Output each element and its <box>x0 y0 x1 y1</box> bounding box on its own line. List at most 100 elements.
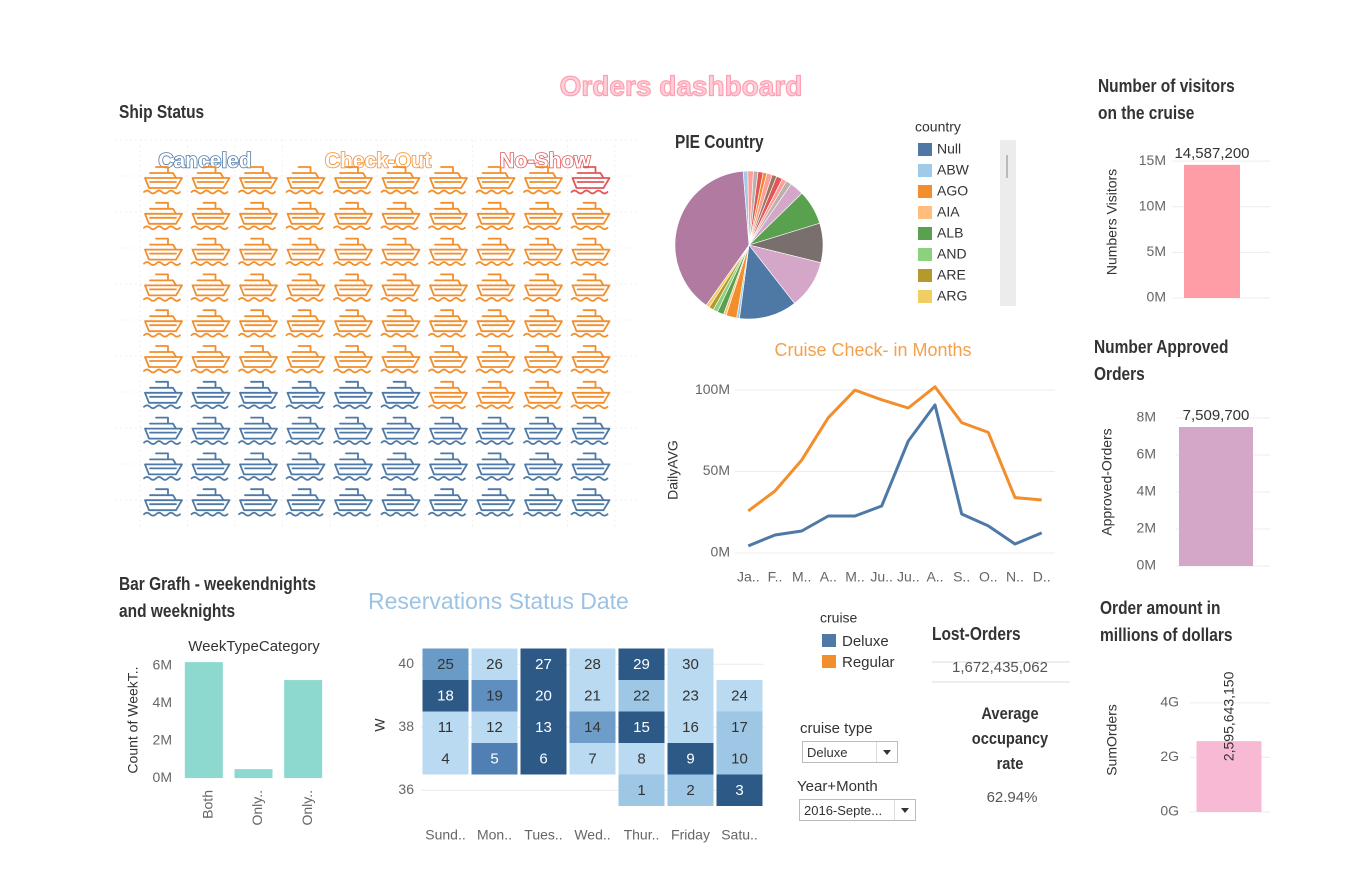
ship-shape <box>333 488 373 517</box>
ship-icon <box>380 488 421 517</box>
ship-icon <box>428 166 468 195</box>
heatmap-cell <box>667 648 714 681</box>
ship-icon <box>285 237 326 266</box>
ship-icon <box>333 380 373 410</box>
heatmap-cell <box>471 680 518 712</box>
ship-icon <box>428 416 468 445</box>
y-tick-label: 2M <box>1137 520 1156 536</box>
ship-shape <box>238 380 278 410</box>
ship-shape <box>238 237 278 266</box>
cell-label: 5 <box>490 751 498 768</box>
legend-swatch <box>822 655 836 668</box>
bar <box>1184 164 1240 298</box>
ship-shape <box>570 488 611 517</box>
cell-label: 7 <box>588 751 596 768</box>
ship-shape <box>428 166 468 195</box>
legend-label: ARG <box>937 288 967 304</box>
ship-icon <box>190 237 231 266</box>
legend-swatch <box>918 143 932 156</box>
filter-dropdown[interactable]: 2016-Septe... <box>799 799 916 821</box>
ship-shape <box>238 201 278 231</box>
ship-shape <box>380 380 421 410</box>
ship-shape <box>285 488 326 517</box>
ship-shape <box>143 345 183 374</box>
filter-value[interactable]: Deluxe <box>807 745 848 760</box>
y-axis-label: Numbers Visitors <box>1104 169 1120 275</box>
ship-icon <box>475 416 516 445</box>
ship-shape <box>333 452 373 481</box>
cell-label: 15 <box>633 719 650 736</box>
visitors-title: Number of visitors on the cruise <box>1098 76 1235 123</box>
ship-icon <box>475 488 516 517</box>
ship-shape <box>475 452 516 481</box>
ship-icon <box>523 201 563 231</box>
ship-icon <box>523 309 563 338</box>
heatmap-cell <box>618 648 665 681</box>
heatmap-cell <box>618 711 665 744</box>
ship-shape <box>285 273 326 302</box>
y-tick-label: 0M <box>1147 289 1166 305</box>
cell-label: 9 <box>686 751 694 768</box>
ship-shape <box>333 309 373 338</box>
dropdown-arrow[interactable] <box>876 742 897 762</box>
ship-shape <box>428 201 468 231</box>
ship-icon <box>475 166 516 195</box>
ship-icon <box>380 345 421 374</box>
ship-icon <box>238 416 278 445</box>
waffle-legend-label: Check-Out <box>325 150 431 173</box>
cell-label: 6 <box>539 751 547 768</box>
heatmap-cell <box>667 743 714 775</box>
value-label: 7,509,700 <box>1183 407 1250 424</box>
ship-shape <box>380 345 421 374</box>
ship-icon <box>190 345 231 374</box>
ship-icon <box>143 273 183 302</box>
ship-icon <box>570 488 611 517</box>
dropdown-arrow[interactable] <box>894 800 915 820</box>
bar <box>1179 427 1253 566</box>
filter-value[interactable]: 2016-Septe... <box>804 803 883 818</box>
legend-swatch <box>918 290 932 303</box>
x-tick-label: N.. <box>1006 569 1024 585</box>
x-tick-label: A.. <box>820 569 837 585</box>
legend-title: country <box>915 119 961 135</box>
ship-icon <box>285 380 326 410</box>
ship-icon <box>285 452 326 481</box>
heatmap-cell <box>471 743 518 775</box>
y-tick-label: 2G <box>1160 748 1179 764</box>
x-tick-label: M.. <box>845 569 864 585</box>
x-tick-label: Sund.. <box>425 827 465 843</box>
legend-label: Null <box>937 141 961 157</box>
cell-label: 8 <box>637 751 645 768</box>
ship-shape <box>143 201 183 231</box>
ship-shape <box>143 166 183 195</box>
cell-label: 17 <box>731 719 748 736</box>
ship-shape <box>523 273 563 302</box>
ship-icon <box>475 201 516 231</box>
x-tick-label: Both <box>200 790 216 819</box>
ship-icon <box>523 416 563 445</box>
ship-shape <box>143 380 183 410</box>
ship-icon <box>523 452 563 481</box>
ship-shape <box>475 380 516 410</box>
heatmap-cell <box>618 774 665 806</box>
filter-dropdown[interactable]: Deluxe <box>802 741 898 763</box>
cell-label: 30 <box>682 656 699 673</box>
x-tick-label: A.. <box>926 569 943 585</box>
ship-shape <box>190 452 231 481</box>
x-tick-label: Friday <box>671 827 710 843</box>
ship-shape <box>190 309 231 338</box>
heatmap-cell <box>422 648 469 681</box>
legend-swatch <box>918 164 932 177</box>
ship-icon <box>475 452 516 481</box>
order-amount-title: Order amount in millions of dollars <box>1100 598 1233 645</box>
legend-label: AND <box>937 246 967 262</box>
ship-shape <box>428 416 468 445</box>
ship-shape <box>333 345 373 374</box>
ship-shape <box>238 273 278 302</box>
ship-shape <box>380 166 421 195</box>
ship-icon <box>570 452 611 481</box>
cell-label: 23 <box>682 688 699 705</box>
legend-scrollbar[interactable] <box>1000 140 1016 306</box>
ship-shape <box>333 237 373 266</box>
